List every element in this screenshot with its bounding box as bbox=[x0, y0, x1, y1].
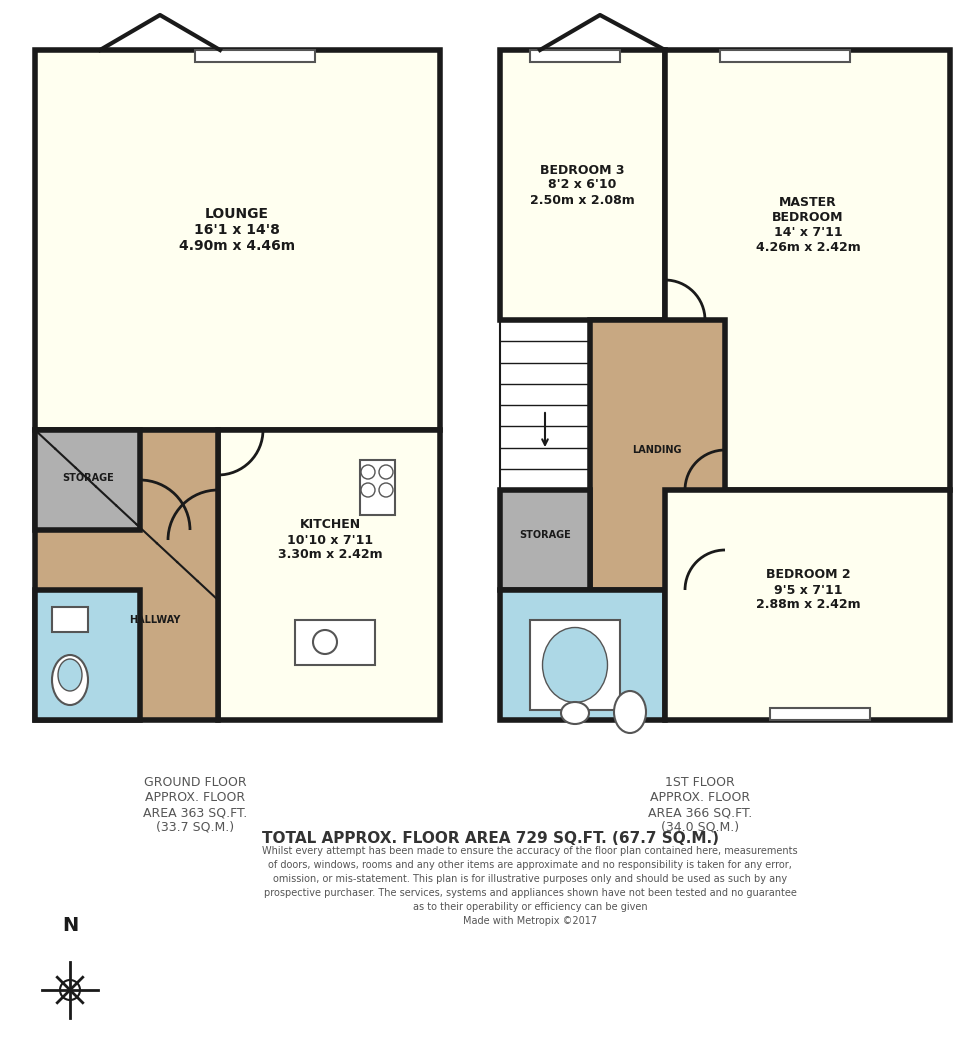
Bar bbox=[360, 460, 395, 515]
Text: GROUND FLOOR
APPROX. FLOOR
AREA 363 SQ.FT.
(33.7 SQ.M.): GROUND FLOOR APPROX. FLOOR AREA 363 SQ.F… bbox=[143, 776, 247, 834]
Bar bbox=[770, 708, 870, 720]
Bar bbox=[590, 320, 725, 590]
Ellipse shape bbox=[52, 655, 88, 705]
Bar bbox=[35, 50, 440, 430]
Ellipse shape bbox=[614, 691, 646, 733]
Bar bbox=[665, 490, 950, 720]
Text: N: N bbox=[62, 916, 78, 935]
Bar bbox=[35, 430, 218, 720]
Ellipse shape bbox=[561, 702, 589, 723]
Text: Whilst every attempt has been made to ensure the accuracy of the floor plan cont: Whilst every attempt has been made to en… bbox=[263, 846, 798, 926]
Text: STORAGE: STORAGE bbox=[519, 530, 571, 540]
Bar bbox=[52, 607, 88, 632]
Text: BEDROOM 3
8'2 x 6'10
2.50m x 2.08m: BEDROOM 3 8'2 x 6'10 2.50m x 2.08m bbox=[529, 163, 634, 206]
Bar bbox=[500, 590, 665, 720]
Bar bbox=[500, 50, 665, 320]
Text: KITCHEN
10'10 x 7'11
3.30m x 2.42m: KITCHEN 10'10 x 7'11 3.30m x 2.42m bbox=[277, 518, 382, 561]
Bar bbox=[195, 50, 315, 62]
Text: 1ST FLOOR
APPROX. FLOOR
AREA 366 SQ.FT.
(34.0 SQ.M.): 1ST FLOOR APPROX. FLOOR AREA 366 SQ.FT. … bbox=[648, 776, 752, 834]
Bar bbox=[530, 50, 620, 62]
Text: MASTER
BEDROOM
14' x 7'11
4.26m x 2.42m: MASTER BEDROOM 14' x 7'11 4.26m x 2.42m bbox=[756, 196, 860, 254]
Bar bbox=[35, 430, 140, 530]
Bar bbox=[530, 620, 620, 710]
Text: LOUNGE
16'1 x 14'8
4.90m x 4.46m: LOUNGE 16'1 x 14'8 4.90m x 4.46m bbox=[179, 207, 295, 253]
Bar bbox=[665, 50, 950, 490]
Text: BEDROOM 2
9'5 x 7'11
2.88m x 2.42m: BEDROOM 2 9'5 x 7'11 2.88m x 2.42m bbox=[756, 568, 860, 611]
Ellipse shape bbox=[58, 659, 82, 691]
Ellipse shape bbox=[543, 628, 608, 703]
Bar bbox=[35, 590, 140, 720]
Circle shape bbox=[60, 980, 80, 1000]
Text: LANDING: LANDING bbox=[632, 445, 682, 455]
Bar bbox=[720, 50, 850, 62]
Text: STORAGE: STORAGE bbox=[62, 473, 114, 483]
Text: HALLWAY: HALLWAY bbox=[129, 615, 180, 625]
Bar bbox=[500, 490, 590, 590]
Bar bbox=[218, 430, 440, 720]
Bar bbox=[295, 620, 375, 665]
Text: TOTAL APPROX. FLOOR AREA 729 SQ.FT. (67.7 SQ.M.): TOTAL APPROX. FLOOR AREA 729 SQ.FT. (67.… bbox=[262, 831, 718, 846]
